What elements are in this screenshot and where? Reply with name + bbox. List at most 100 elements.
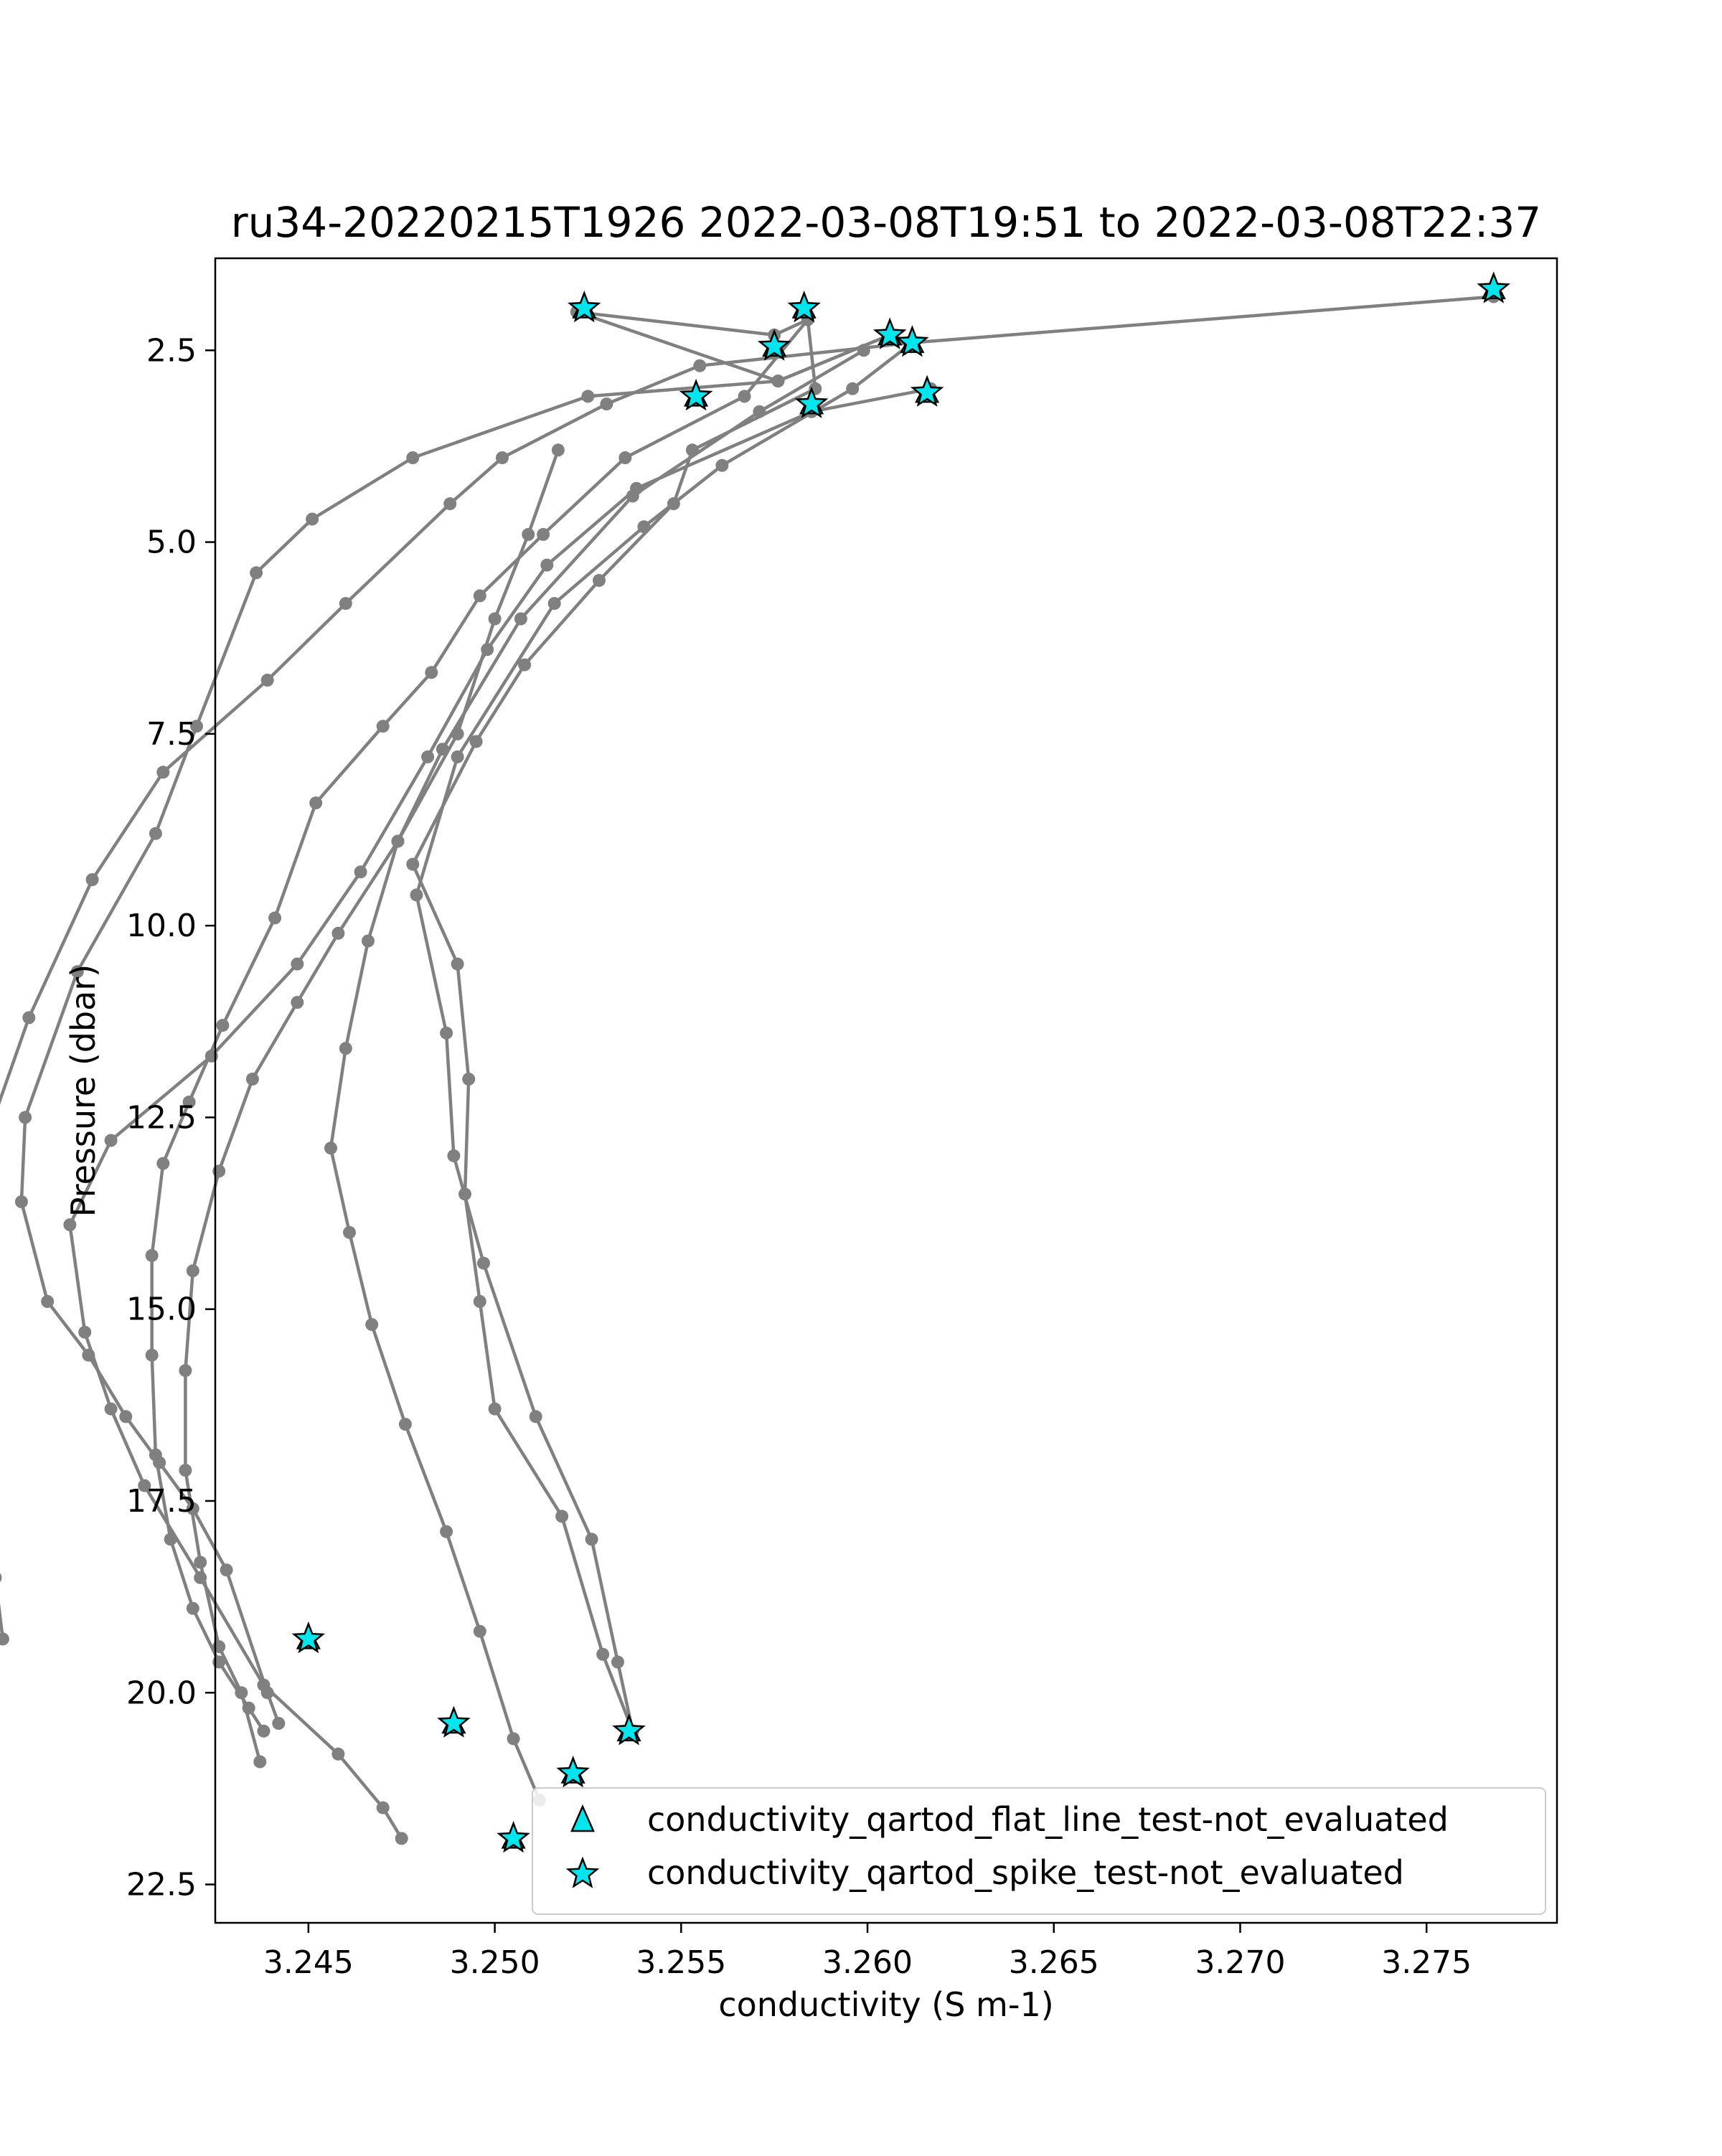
data-point xyxy=(339,1042,352,1055)
spike-test-marker xyxy=(612,1713,646,1746)
profile-line xyxy=(150,319,809,1732)
data-point xyxy=(440,1026,453,1040)
data-point xyxy=(104,1402,118,1416)
x-axis-label: conductivity (S m-1) xyxy=(718,1985,1053,2024)
data-point xyxy=(600,397,613,411)
data-point xyxy=(529,1410,542,1423)
data-point xyxy=(179,1464,192,1477)
data-point xyxy=(22,1011,36,1025)
legend-label-spike: conductivity_qartod_spike_test-not_evalu… xyxy=(647,1853,1404,1892)
data-point xyxy=(473,589,486,603)
data-point xyxy=(0,1573,2,1583)
spike-test-marker xyxy=(291,1621,326,1654)
data-point xyxy=(715,458,729,472)
spike-test-marker xyxy=(872,317,907,349)
data-point xyxy=(190,720,203,733)
spike-test-marker xyxy=(1477,271,1511,303)
y-tick-label: 15.0 xyxy=(126,1291,197,1328)
data-point xyxy=(451,957,464,971)
data-point xyxy=(14,1195,28,1208)
data-point xyxy=(738,390,751,403)
data-point xyxy=(149,827,162,840)
data-point xyxy=(164,1533,177,1546)
data-point xyxy=(119,1410,133,1423)
data-point xyxy=(260,674,274,687)
data-point xyxy=(149,1448,162,1461)
legend-label-flat-line: conductivity_qartod_flat_line_test-not_e… xyxy=(647,1800,1449,1839)
data-point xyxy=(473,1295,486,1308)
data-point xyxy=(331,1747,345,1761)
x-axis: 3.245 3.250 3.255 3.260 3.265 3.270 3.275 xyxy=(263,1923,1472,1981)
data-point xyxy=(451,727,464,740)
data-point xyxy=(291,996,304,1009)
spike-test-marker xyxy=(757,329,791,361)
data-point xyxy=(593,574,606,587)
legend: conductivity_qartod_flat_line_test-not_e… xyxy=(532,1787,1546,1915)
data-point xyxy=(362,934,375,948)
data-point xyxy=(245,1073,259,1086)
data-point xyxy=(477,1256,490,1270)
data-point xyxy=(447,1149,461,1162)
data-point xyxy=(451,750,464,763)
data-point xyxy=(365,1318,379,1332)
data-point xyxy=(581,390,595,403)
data-point xyxy=(488,1402,502,1416)
profile-line xyxy=(329,349,865,1801)
data-point xyxy=(421,750,435,763)
data-point xyxy=(70,965,84,979)
x-tick-label: 3.270 xyxy=(1195,1944,1285,1981)
data-point xyxy=(551,443,565,457)
data-point xyxy=(343,1225,356,1239)
data-point xyxy=(354,865,367,879)
x-tick-label: 3.260 xyxy=(822,1944,913,1981)
legend-item-spike: conductivity_qartod_spike_test-not_evalu… xyxy=(565,1853,1404,1892)
legend-triangle-marker xyxy=(570,1804,595,1832)
data-point xyxy=(391,834,405,848)
data-point xyxy=(398,1418,412,1431)
x-tick-label: 3.245 xyxy=(263,1944,354,1981)
legend-star-shape xyxy=(565,1856,600,1888)
data-point xyxy=(514,612,527,626)
data-point xyxy=(182,1096,196,1108)
profile-series xyxy=(145,313,814,1738)
data-point xyxy=(518,658,532,672)
data-point xyxy=(104,1134,118,1147)
y-tick-label: 7.5 xyxy=(146,716,197,753)
data-point xyxy=(540,558,554,572)
y-tick-label: 20.0 xyxy=(126,1675,197,1711)
data-point xyxy=(78,1325,92,1339)
data-point xyxy=(425,666,438,679)
spike-test-marker xyxy=(497,1820,530,1853)
data-point xyxy=(693,359,707,372)
data-point xyxy=(395,1832,408,1845)
data-point xyxy=(19,1111,32,1124)
data-point xyxy=(138,1479,151,1492)
data-point xyxy=(186,1264,199,1278)
spike-test-marker xyxy=(787,291,821,323)
data-point xyxy=(85,873,99,886)
legend-item-flat-line: conductivity_qartod_flat_line_test-not_e… xyxy=(570,1800,1449,1839)
data-point xyxy=(179,1364,192,1378)
x-tick-label: 3.250 xyxy=(450,1944,540,1981)
data-point xyxy=(626,489,639,503)
data-point xyxy=(272,1717,286,1730)
data-point xyxy=(547,597,561,611)
data-point xyxy=(250,566,263,580)
data-point xyxy=(611,1655,624,1669)
data-point xyxy=(443,497,457,511)
y-axis-label: Pressure (dbar) xyxy=(64,964,103,1217)
data-point xyxy=(753,405,766,418)
spike-test-marker xyxy=(794,386,829,418)
data-point xyxy=(376,720,390,733)
data-point xyxy=(596,1647,610,1661)
spike-test-marker xyxy=(679,378,713,411)
data-point xyxy=(507,1732,520,1746)
data-point xyxy=(585,1533,598,1546)
data-point xyxy=(156,1157,170,1170)
y-tick-label: 5.0 xyxy=(146,524,197,561)
data-point xyxy=(145,1248,159,1262)
data-point xyxy=(41,1295,55,1308)
spike-test-marker xyxy=(437,1705,471,1738)
data-point xyxy=(194,1555,207,1569)
